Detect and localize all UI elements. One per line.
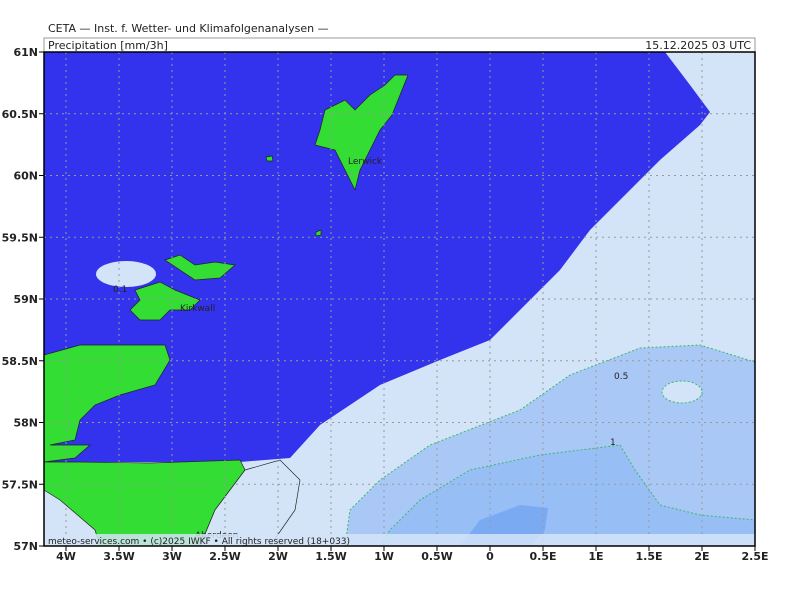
copyright: meteo-services.com • (c)2025 IWKF • All … [48,537,350,547]
lat-tick-label: 59N [13,293,38,306]
land-islet [315,229,322,237]
contour-label: 1 [610,438,616,448]
lat-tick-label: 57N [13,540,38,553]
lon-tick-label: 0.5W [421,550,453,563]
lon-tick-label: 1W [374,550,394,563]
lat-tick-label: 57.5N [2,478,38,491]
land-islet [265,155,274,162]
lon-tick-label: 1.5E [635,550,662,563]
land-coast-east [199,459,301,546]
precip-1 [379,444,755,546]
valid-time: 15.12.2025 03 UTC [645,39,751,52]
lon-tick-label: 2.5W [209,550,241,563]
contour-label: 0.1 [113,285,127,295]
land-scotland [44,344,246,546]
lon-tick-label: 0.5E [529,550,556,563]
lon-tick-label: 2W [268,550,288,563]
lat-tick-label: 58N [13,417,38,430]
parameter-label: Precipitation [mm/3h] [48,39,168,52]
precip-hole [661,380,703,404]
lon-tick-label: 2E [694,550,709,563]
footer-bar [44,534,755,546]
institute-title: CETA — Inst. f. Wetter- und Klimafolgena… [48,22,329,35]
lon-tick-label: 1.5W [315,550,347,563]
lon-tick-label: 1E [588,550,603,563]
place-label: Kirkwall [180,304,215,314]
map-area: 0.1 0.5 1 Lerwick Kirkwall Aberdeen [44,52,755,546]
lake [96,261,156,287]
lon-tick-label: 0 [486,550,494,563]
lat-tick-label: 61N [13,46,38,59]
lon-tick-label: 4W [56,550,76,563]
place-label: Lerwick [348,157,383,167]
land-shetland [314,74,409,192]
lon-tick-label: 3.5W [103,550,135,563]
lon-tick-label: 3W [162,550,182,563]
land-orkney-north [164,254,236,281]
lon-tick-label: 2.5E [741,550,768,563]
land-orkney [129,281,201,321]
lat-tick-label: 60.5N [2,108,38,121]
lat-tick-label: 58.5N [2,355,38,368]
lat-tick-label: 59.5N [2,231,38,244]
contour-label: 0.5 [614,372,628,382]
lat-tick-label: 60N [13,170,38,183]
